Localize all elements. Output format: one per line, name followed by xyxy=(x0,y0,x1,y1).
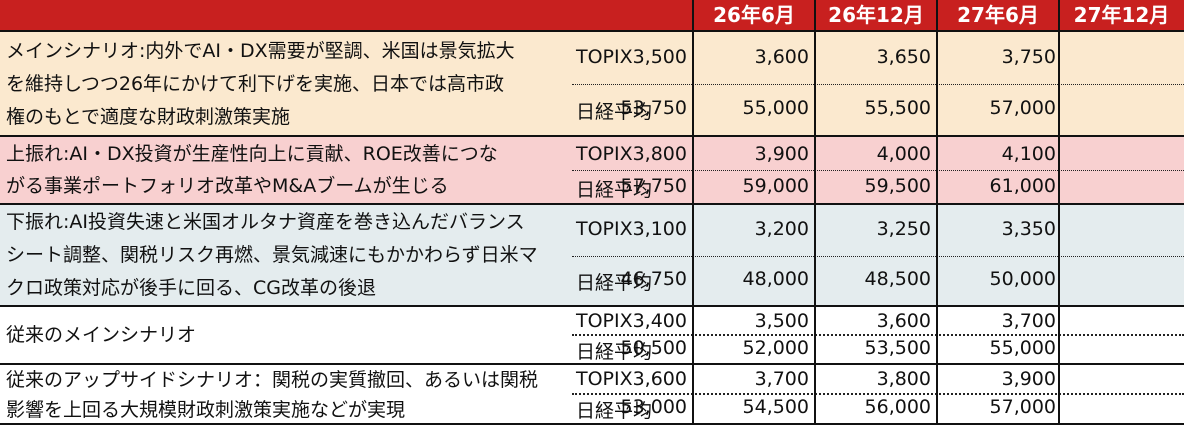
value-cell: 3,500 xyxy=(754,310,809,332)
description-line: を維持しつつ26年にかけて利下げを実施、日本では高市政 xyxy=(6,73,505,95)
scenario-upside: 上振れ:AI・DX投資が生産性向上に貢献、ROE改善につな がる事業ポートフォリ… xyxy=(0,137,1184,205)
value-cell: 55,000 xyxy=(742,97,809,119)
table-row-nikkei: 日経平均 57,750 59,000 59,500 61,000 xyxy=(572,171,1184,203)
column-divider xyxy=(692,0,694,425)
value-cell: 46,750 xyxy=(620,268,687,290)
description-line: がる事業ポートフォリオ改革やM&Aブームが生じる xyxy=(6,175,449,197)
table-row-topix: TOPIX 3,800 3,900 4,000 4,100 xyxy=(572,137,1184,171)
value-cell: 59,500 xyxy=(864,175,931,197)
value-cell: 48,500 xyxy=(864,268,931,290)
table-row-nikkei: 日経平均 53,750 55,000 55,500 57,000 xyxy=(572,85,1184,135)
table-row-topix: TOPIX 3,600 3,700 3,800 3,900 xyxy=(572,365,1184,395)
value-cell: 3,700 xyxy=(1001,310,1056,332)
metric-label: 日経平均 xyxy=(576,272,653,294)
value-cell: 3,250 xyxy=(876,218,931,240)
scenario-legacy-main: 従来のメインシナリオ TOPIX 3,400 3,500 3,600 3,700… xyxy=(0,307,1184,365)
column-header-27-dec: 27年12月 xyxy=(1073,3,1170,27)
value-cell: 3,350 xyxy=(1001,218,1056,240)
value-cell: 4,100 xyxy=(1001,143,1056,165)
value-cell: 53,500 xyxy=(864,337,931,359)
metric-label: TOPIX xyxy=(576,218,633,240)
table-row-topix: TOPIX 3,500 3,600 3,650 3,750 xyxy=(572,32,1184,85)
value-cell: 3,800 xyxy=(876,368,931,390)
metric-label: 日経平均 xyxy=(576,179,653,201)
value-cell: 55,500 xyxy=(864,97,931,119)
value-cell: 57,000 xyxy=(989,396,1056,418)
metric-label: 日経平均 xyxy=(576,400,653,422)
description-line: 従来のメインシナリオ xyxy=(6,324,197,346)
value-cell: 3,200 xyxy=(754,218,809,240)
column-divider xyxy=(1058,0,1060,425)
table-header: 26年6月 26年12月 27年6月 27年12月 xyxy=(0,0,1184,32)
value-cell: 3,600 xyxy=(754,46,809,68)
metric-label: 日経平均 xyxy=(576,101,653,123)
table-row-nikkei: 日経平均 50,500 52,000 53,500 55,000 xyxy=(572,336,1184,363)
column-header-26-dec: 26年12月 xyxy=(828,3,924,27)
value-cell: 3,800 xyxy=(632,143,687,165)
metric-label: 日経平均 xyxy=(576,341,653,363)
value-cell: 59,000 xyxy=(742,175,809,197)
description-line: 影響を上回る大規模財政刺激策実施などが実現 xyxy=(6,399,406,421)
value-cell: 55,000 xyxy=(989,337,1056,359)
value-cell: 57,750 xyxy=(620,175,687,197)
value-cell: 52,000 xyxy=(742,337,809,359)
scenario-description: 従来のアップサイドシナリオ：関税の実質撤回、あるいは関税 影響を上回る大規模財政… xyxy=(6,365,568,425)
value-cell: 3,900 xyxy=(754,143,809,165)
scenario-main: メインシナリオ:内外でAI・DX需要が堅調、米国は景気拡大 を維持しつつ26年に… xyxy=(0,32,1184,137)
value-cell: 48,000 xyxy=(742,268,809,290)
value-cell: 54,500 xyxy=(742,396,809,418)
column-header-27-jun: 27年6月 xyxy=(957,3,1039,27)
column-header-26-jun: 26年6月 xyxy=(713,3,795,27)
value-cell: 61,000 xyxy=(989,175,1056,197)
scenario-description: メインシナリオ:内外でAI・DX需要が堅調、米国は景気拡大 を維持しつつ26年に… xyxy=(6,35,568,134)
metric-label: TOPIX xyxy=(576,143,633,165)
value-cell: 3,100 xyxy=(632,218,687,240)
value-cell: 3,500 xyxy=(632,46,687,68)
description-line: シート調整、関税リスク再燃、景気減速にもかかわらず日米マ xyxy=(6,244,538,266)
scenario-description: 従来のメインシナリオ xyxy=(6,319,568,351)
scenario-downside: 下振れ:AI投資失速と米国オルタナ資産を巻き込んだバランス シート調整、関税リス… xyxy=(0,205,1184,307)
value-cell: 4,000 xyxy=(876,143,931,165)
value-cell: 3,600 xyxy=(876,310,931,332)
value-cell: 3,900 xyxy=(1001,368,1056,390)
value-cell: 3,700 xyxy=(754,368,809,390)
value-cell: 50,000 xyxy=(989,268,1056,290)
column-divider xyxy=(936,0,938,425)
metric-label: TOPIX xyxy=(576,310,633,332)
value-cell: 53,000 xyxy=(620,396,687,418)
description-line: メインシナリオ:内外でAI・DX需要が堅調、米国は景気拡大 xyxy=(6,40,515,62)
value-cell: 3,650 xyxy=(876,46,931,68)
table-row-nikkei: 日経平均 53,000 54,500 56,000 57,000 xyxy=(572,395,1184,423)
description-line: 下振れ:AI投資失速と米国オルタナ資産を巻き込んだバランス xyxy=(6,211,525,233)
scenario-description: 上振れ:AI・DX投資が生産性向上に貢献、ROE改善につな がる事業ポートフォリ… xyxy=(6,138,568,202)
description-line: クロ政策対応が後手に回る、CG改革の後退 xyxy=(6,277,376,299)
metric-label: TOPIX xyxy=(576,46,633,68)
description-line: 権のもとで適度な財政刺激策実施 xyxy=(6,106,291,128)
column-divider xyxy=(814,0,816,425)
value-cell: 57,000 xyxy=(989,97,1056,119)
value-cell: 3,600 xyxy=(632,368,687,390)
table-row-nikkei: 日経平均 46,750 48,000 48,500 50,000 xyxy=(572,257,1184,305)
value-cell: 3,400 xyxy=(632,310,687,332)
description-line: 従来のアップサイドシナリオ：関税の実質撤回、あるいは関税 xyxy=(6,369,539,391)
metric-label: TOPIX xyxy=(576,368,633,390)
description-line: 上振れ:AI・DX投資が生産性向上に貢献、ROE改善につな xyxy=(6,143,498,165)
value-cell: 53,750 xyxy=(620,97,687,119)
value-cell: 3,750 xyxy=(1001,46,1056,68)
value-cell: 56,000 xyxy=(864,396,931,418)
value-cell: 50,500 xyxy=(620,337,687,359)
scenario-description: 下振れ:AI投資失速と米国オルタナ資産を巻き込んだバランス シート調整、関税リス… xyxy=(6,206,568,305)
scenario-legacy-upside: 従来のアップサイドシナリオ：関税の実質撤回、あるいは関税 影響を上回る大規模財政… xyxy=(0,365,1184,425)
table-row-topix: TOPIX 3,400 3,500 3,600 3,700 xyxy=(572,307,1184,336)
table-row-topix: TOPIX 3,100 3,200 3,250 3,350 xyxy=(572,205,1184,257)
